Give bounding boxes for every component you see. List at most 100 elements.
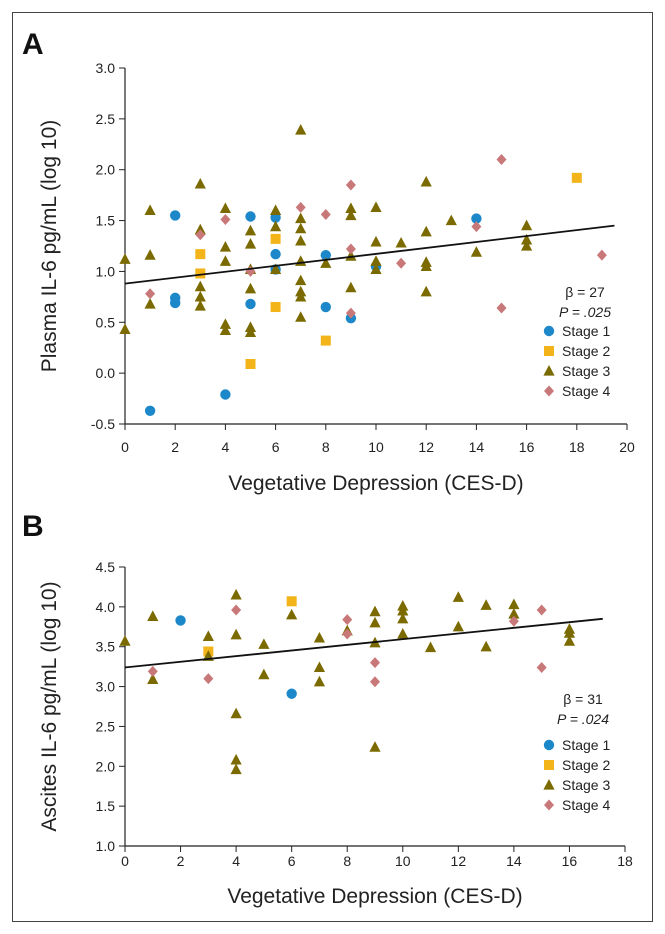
y-tick-label: 3.0 <box>96 679 116 695</box>
point-stage-3 <box>370 235 382 247</box>
beta-stat: β = 31 <box>563 691 603 707</box>
point-stage-3 <box>119 323 131 335</box>
figure-border <box>12 12 653 922</box>
point-stage-3 <box>424 641 437 653</box>
x-tick-label: 10 <box>368 439 384 455</box>
point-stage-3 <box>258 638 270 649</box>
legend-marker <box>544 799 554 811</box>
x-axis-title: Vegetative Depression (CES-D) <box>227 885 522 908</box>
point-stage-3 <box>420 175 432 187</box>
point-stage-2 <box>286 596 297 607</box>
point-stage-4 <box>145 288 156 300</box>
point-stage-3 <box>369 616 381 628</box>
regression-line <box>124 617 603 669</box>
legend-marker <box>544 760 554 770</box>
y-tick-label: 3.5 <box>96 639 116 655</box>
x-tick-label: 14 <box>506 853 522 869</box>
point-stage-3 <box>295 285 307 297</box>
point-stage-3 <box>313 675 326 687</box>
legend-label: Stage 3 <box>562 777 610 793</box>
point-stage-3 <box>445 214 457 226</box>
point-stage-2 <box>270 302 281 313</box>
x-tick-label: 12 <box>451 853 467 869</box>
panel-a: A -0.5 0.0 0.5 1.0 1.5 2.0 2.5 3.0 0 2 4 6 8 10 12 14 16 1… <box>22 28 635 495</box>
point-stage-4 <box>536 604 547 616</box>
beta-stat: β = 27 <box>565 284 605 300</box>
p-value: P = .025 <box>559 304 611 320</box>
y-axis-title: Plasma IL-6 pg/mL (log 10) <box>38 120 61 373</box>
point-stage-3 <box>194 223 206 235</box>
point-stage-3 <box>452 591 464 602</box>
x-tick-label: 0 <box>121 439 129 455</box>
legend-label: Stage 1 <box>562 323 610 339</box>
point-stage-3 <box>194 300 206 311</box>
x-tick-label: 20 <box>619 439 635 455</box>
point-stage-3 <box>270 204 282 215</box>
point-stage-3 <box>244 321 257 332</box>
legend-label: Stage 3 <box>562 363 610 379</box>
y-tick-label: 1.5 <box>96 798 116 814</box>
point-stage-1 <box>170 210 181 221</box>
y-tick-label: 2.0 <box>96 162 116 178</box>
x-tick-label: 12 <box>418 439 434 455</box>
legend-marker <box>543 739 555 751</box>
point-stage-4 <box>345 179 356 191</box>
point-stage-3 <box>230 763 242 775</box>
y-tick-label: 2.0 <box>96 758 116 774</box>
point-stage-3 <box>320 257 332 268</box>
point-stage-3 <box>194 280 206 292</box>
legend-marker <box>543 325 555 337</box>
point-stage-3 <box>270 263 282 274</box>
point-stage-1 <box>286 688 297 699</box>
x-tick-label: 4 <box>222 439 230 455</box>
point-stage-3 <box>295 222 307 234</box>
point-stage-4 <box>496 302 507 314</box>
point-stage-3 <box>230 588 242 600</box>
point-stage-3 <box>244 237 257 249</box>
point-stage-3 <box>295 255 307 266</box>
point-stage-4 <box>345 307 356 319</box>
point-stage-2 <box>195 268 206 279</box>
point-stage-3 <box>420 256 432 267</box>
point-stage-1 <box>170 292 181 304</box>
x-tick-label: 18 <box>569 439 585 455</box>
point-stage-3 <box>508 598 520 610</box>
p-value: P = .024 <box>557 711 609 727</box>
point-stage-3 <box>395 236 407 248</box>
point-stage-3 <box>144 204 156 215</box>
y-tick-label: 0.0 <box>96 365 116 381</box>
point-stage-3 <box>369 605 381 617</box>
point-stage-3 <box>202 630 214 641</box>
point-stage-3 <box>219 255 231 266</box>
point-stage-4 <box>370 676 380 688</box>
point-stage-3 <box>313 631 326 643</box>
point-stage-3 <box>345 250 357 261</box>
point-stage-3 <box>119 635 131 646</box>
point-stage-3 <box>452 620 464 632</box>
point-stage-3 <box>470 246 482 257</box>
point-stage-4 <box>342 614 353 626</box>
panel-label: A <box>22 28 44 61</box>
point-stage-3 <box>295 124 307 135</box>
legend-label: Stage 4 <box>562 383 610 399</box>
point-stage-4 <box>508 615 519 627</box>
x-tick-label: 8 <box>322 439 330 455</box>
point-stage-1 <box>245 211 256 222</box>
x-axis-title: Vegetative Depression (CES-D) <box>228 472 523 495</box>
point-stage-2 <box>270 233 281 244</box>
point-stage-3 <box>313 661 326 673</box>
point-stage-4 <box>295 201 306 213</box>
point-stage-4 <box>345 243 356 255</box>
point-stage-3 <box>219 202 231 213</box>
point-stage-3 <box>258 668 270 680</box>
x-tick-label: 2 <box>171 439 179 455</box>
x-tick-label: 6 <box>272 439 280 455</box>
point-stage-4 <box>220 214 231 226</box>
point-stage-3 <box>420 225 432 237</box>
point-stage-3 <box>295 274 307 286</box>
y-tick-label: 3.0 <box>96 60 116 76</box>
point-stage-3 <box>194 177 206 189</box>
regression-line <box>124 224 615 285</box>
